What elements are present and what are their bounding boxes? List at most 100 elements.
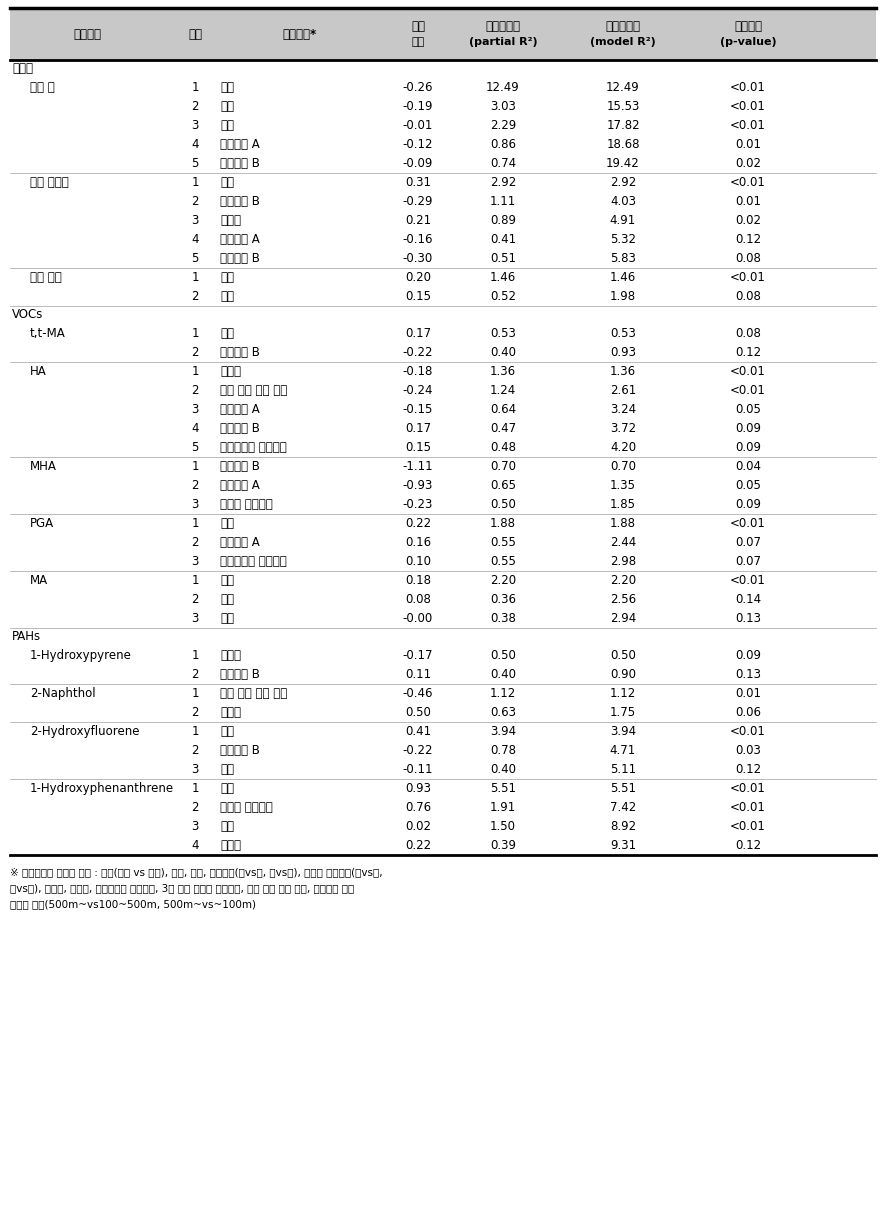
Text: 0.09: 0.09 [735, 441, 761, 454]
Text: 3: 3 [191, 611, 198, 625]
Text: 4.71: 4.71 [610, 744, 636, 758]
Text: 0.47: 0.47 [490, 421, 516, 435]
Text: 지역: 지역 [220, 782, 234, 795]
Text: <0.01: <0.01 [730, 725, 766, 738]
Text: 2: 2 [191, 479, 198, 492]
Text: 1.46: 1.46 [610, 270, 636, 284]
Text: 1: 1 [191, 782, 198, 795]
Text: 0.17: 0.17 [405, 326, 431, 340]
Text: 0.70: 0.70 [610, 460, 636, 473]
Text: 0.89: 0.89 [490, 214, 516, 227]
Text: 3: 3 [191, 403, 198, 417]
Text: 1: 1 [191, 365, 198, 378]
Text: 0.13: 0.13 [735, 667, 761, 681]
Text: 3.94: 3.94 [490, 725, 516, 738]
Text: 0.50: 0.50 [490, 649, 516, 663]
Text: 1.88: 1.88 [490, 516, 516, 530]
Text: 1: 1 [191, 649, 198, 663]
Text: 음주력: 음주력 [220, 365, 241, 378]
Text: 연령: 연령 [220, 119, 234, 132]
Text: 2: 2 [191, 384, 198, 397]
Text: 1.35: 1.35 [610, 479, 636, 492]
Text: 0.55: 0.55 [490, 555, 516, 568]
Text: 0.07: 0.07 [735, 555, 761, 568]
Text: 4.03: 4.03 [610, 195, 636, 208]
Text: 1.36: 1.36 [610, 365, 636, 378]
Text: 지역: 지역 [220, 290, 234, 303]
Text: (p-value): (p-value) [719, 37, 776, 48]
Text: 계수: 계수 [411, 37, 424, 48]
Text: 성별: 성별 [220, 762, 234, 776]
Text: 5.11: 5.11 [610, 762, 636, 776]
Text: <0.01: <0.01 [730, 574, 766, 587]
Text: 0.40: 0.40 [490, 346, 516, 359]
Text: 0.41: 0.41 [405, 725, 431, 738]
Text: 0.53: 0.53 [610, 326, 636, 340]
Text: 4: 4 [191, 421, 198, 435]
Text: 연령: 연령 [220, 611, 234, 625]
Text: t,t-MA: t,t-MA [30, 326, 66, 340]
Text: 지역: 지역 [220, 516, 234, 530]
Text: 2.56: 2.56 [610, 593, 636, 607]
Text: 구운 음식 섭취 여부: 구운 음식 섭취 여부 [220, 384, 287, 397]
Text: 2: 2 [191, 100, 198, 113]
Text: 0.04: 0.04 [735, 460, 761, 473]
Text: 0.51: 0.51 [490, 252, 516, 266]
Text: 9.31: 9.31 [610, 839, 636, 853]
Text: 혈중 납: 혈중 납 [30, 82, 55, 94]
Text: 5.32: 5.32 [610, 233, 636, 246]
Text: 0.50: 0.50 [490, 498, 516, 512]
Text: 2: 2 [191, 667, 198, 681]
Text: ※ 회귀분석에 포함된 변수 : 지역(비교 vs 주변), 연령, 성별, 교육수준(하vs중, 하vs상), 월평균 가구소득(하vs중,: ※ 회귀분석에 포함된 변수 : 지역(비교 vs 주변), 연령, 성별, 교… [10, 867, 383, 877]
Text: 1: 1 [191, 270, 198, 284]
Text: 3: 3 [191, 555, 198, 568]
Text: 가구소득 B: 가구소득 B [220, 421, 260, 435]
Text: -0.29: -0.29 [403, 195, 433, 208]
Text: 0.50: 0.50 [405, 706, 431, 719]
Text: 해충방제약 사용여부: 해충방제약 사용여부 [220, 555, 287, 568]
Text: 5.51: 5.51 [610, 782, 636, 795]
Text: 교육수준 B: 교육수준 B [220, 252, 260, 266]
Text: 0.14: 0.14 [735, 593, 761, 607]
Text: 도로거리 B: 도로거리 B [220, 460, 260, 473]
Text: <0.01: <0.01 [730, 801, 766, 814]
Text: 성별: 성별 [220, 326, 234, 340]
Text: 1: 1 [191, 326, 198, 340]
Text: 12.49: 12.49 [606, 82, 640, 94]
Text: 0.05: 0.05 [735, 403, 761, 417]
Text: -0.18: -0.18 [403, 365, 433, 378]
Text: 0.12: 0.12 [735, 233, 761, 246]
Text: 4: 4 [191, 839, 198, 853]
Text: 독립변수*: 독립변수* [283, 28, 317, 40]
Text: 1.12: 1.12 [490, 687, 517, 700]
Text: 유의수준: 유의수준 [734, 21, 762, 34]
Text: (partial R²): (partial R²) [469, 37, 537, 48]
Text: 0.12: 0.12 [735, 346, 761, 359]
Text: 성별: 성별 [220, 82, 234, 94]
Text: 0.03: 0.03 [735, 744, 761, 758]
Text: -0.17: -0.17 [403, 649, 433, 663]
Text: (model R²): (model R²) [590, 37, 656, 48]
Text: 음주력: 음주력 [220, 839, 241, 853]
Text: 지역: 지역 [220, 100, 234, 113]
Text: 도로거리 B: 도로거리 B [220, 744, 260, 758]
Text: 4: 4 [191, 138, 198, 151]
Text: 0.93: 0.93 [405, 782, 431, 795]
Text: 0.01: 0.01 [735, 687, 761, 700]
Text: 흡연력: 흡연력 [220, 706, 241, 719]
Text: -0.93: -0.93 [403, 479, 433, 492]
Text: <0.01: <0.01 [730, 782, 766, 795]
Text: <0.01: <0.01 [730, 270, 766, 284]
Text: -0.46: -0.46 [403, 687, 433, 700]
Text: 0.41: 0.41 [490, 233, 516, 246]
Text: -0.00: -0.00 [403, 611, 433, 625]
Text: 1.12: 1.12 [610, 687, 636, 700]
Text: 2: 2 [191, 593, 198, 607]
Text: 교육수준 A: 교육수준 A [220, 403, 260, 417]
Text: 5: 5 [191, 157, 198, 171]
Text: 요중 카드뮴: 요중 카드뮴 [30, 175, 69, 189]
Text: HA: HA [30, 365, 47, 378]
Text: 0.16: 0.16 [405, 536, 431, 549]
Text: 0.09: 0.09 [735, 421, 761, 435]
Text: 0.65: 0.65 [490, 479, 516, 492]
